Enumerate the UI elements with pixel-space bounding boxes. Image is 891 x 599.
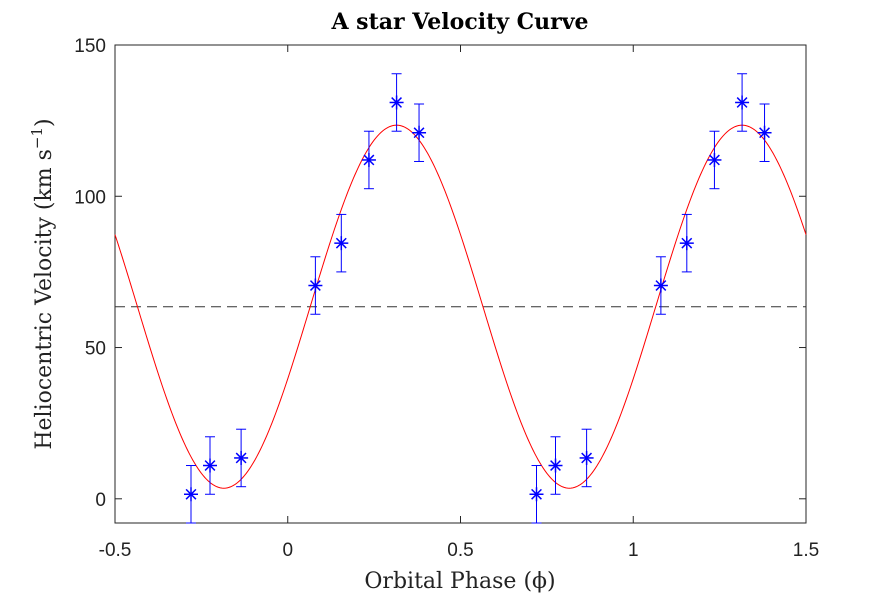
marker-stroke	[413, 127, 425, 139]
y-tick-label: 150	[74, 36, 106, 57]
y-tick-label: 50	[85, 339, 106, 360]
y-axis-label-close: )	[32, 118, 57, 127]
marker-stroke	[581, 452, 593, 464]
data-point	[735, 95, 750, 110]
data-point	[679, 236, 694, 251]
x-tick-label: 1	[628, 540, 639, 561]
marker-stroke	[363, 154, 375, 166]
y-axis-label-main: Heliocentric Velocity (km s	[32, 149, 57, 450]
y-axis-label: Heliocentric Velocity (km s−1)	[28, 118, 57, 449]
marker-stroke	[185, 488, 197, 500]
data-point	[757, 125, 772, 140]
data-point	[529, 487, 544, 502]
chart-title: A star Velocity Curve	[330, 9, 588, 35]
data-point	[412, 125, 427, 140]
data-point	[308, 278, 323, 293]
x-tick-label: 0	[282, 540, 293, 561]
x-tick-label: 0.5	[447, 540, 473, 561]
marker-stroke	[309, 280, 321, 291]
marker-stroke	[736, 97, 748, 108]
plot-area: -0.5 0 0.5 1 1.5 0 50 100 150	[74, 36, 819, 561]
y-tick-label: 100	[74, 187, 106, 208]
marker-stroke	[759, 127, 770, 139]
y-axis-label-superscript: −1	[28, 127, 46, 149]
data-point	[203, 458, 218, 473]
marker-stroke	[204, 460, 216, 471]
data-point	[707, 152, 722, 167]
marker-stroke	[335, 237, 347, 249]
data-point	[234, 450, 249, 465]
data-point	[579, 450, 594, 465]
x-axis-label: Orbital Phase (ϕ)	[364, 569, 555, 594]
marker-stroke	[550, 460, 561, 471]
marker-stroke	[531, 488, 542, 500]
fit-curve	[114, 124, 807, 489]
marker-stroke	[709, 154, 720, 166]
data-point	[361, 152, 376, 167]
data-point	[334, 236, 349, 251]
x-tick-label: -0.5	[99, 540, 132, 561]
marker-stroke	[655, 280, 667, 291]
data-point	[389, 95, 404, 110]
data-point	[653, 278, 668, 293]
marker-stroke	[235, 452, 247, 464]
marker-stroke	[391, 97, 403, 108]
x-tick-label: 1.5	[793, 540, 819, 561]
data-point	[548, 458, 563, 473]
marker-stroke	[681, 237, 693, 249]
y-tick-label: 0	[95, 490, 106, 511]
data-point	[184, 487, 199, 502]
